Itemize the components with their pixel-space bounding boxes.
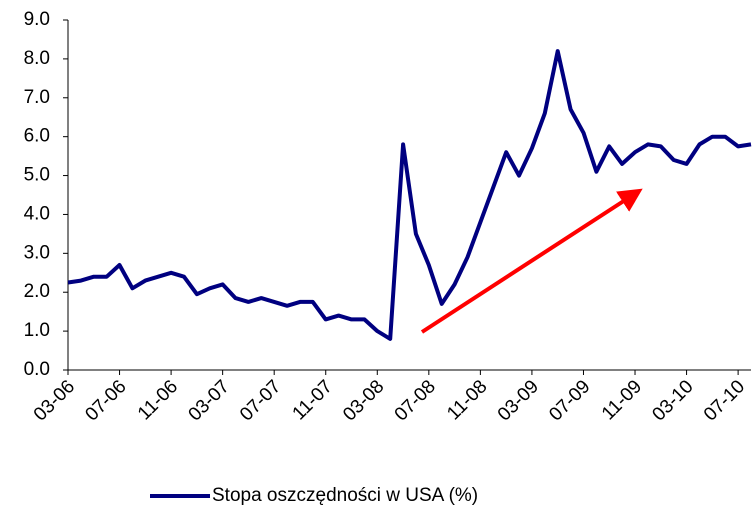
x-tick-label: 11-07 [289,376,337,424]
y-tick-label: 9.0 [24,9,50,30]
x-tick-label: 03-08 [339,376,388,425]
y-tick-label: 0.0 [24,359,50,380]
y-tick-label: 8.0 [24,48,50,69]
y-tick-label: 6.0 [24,126,50,147]
trend-arrow [420,188,643,334]
x-tick-label: 11-09 [598,376,646,424]
x-tick-label: 03-09 [494,376,543,425]
x-tick-label: 03-10 [648,376,697,425]
x-tick-label: 07-08 [391,376,440,425]
legend-label: Stopa oszczędności w USA (%) [212,485,478,506]
x-tick-label: 03-06 [30,376,79,425]
x-tick-label: 03-07 [185,376,234,425]
series-line [67,49,752,341]
x-tick-label: 07-07 [236,376,285,425]
x-tick-label: 11-06 [134,376,182,424]
x-tick-label: 07-06 [81,376,130,425]
y-tick-label: 3.0 [24,242,50,263]
x-tick-label: 07-10 [700,376,749,425]
x-tick-label: 11-08 [443,376,491,424]
y-tick-label: 5.0 [24,165,50,186]
x-tick-label: 07-09 [545,376,594,425]
y-tick-label: 7.0 [24,87,50,108]
y-tick-label: 1.0 [24,320,50,341]
y-tick-label: 2.0 [24,281,50,302]
y-tick-label: 4.0 [24,203,50,224]
